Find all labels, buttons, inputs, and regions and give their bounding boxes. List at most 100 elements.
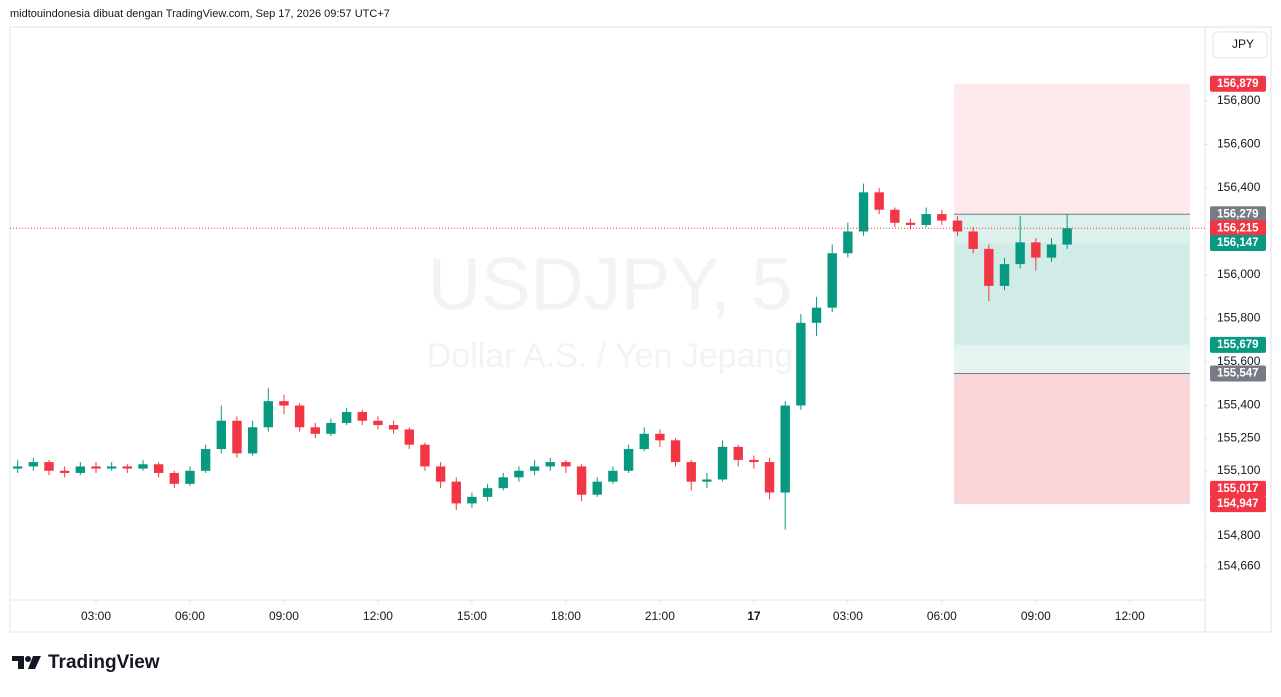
y-tick-label: 154,800 [1217,528,1261,542]
candle-body [749,459,759,463]
candle-body [592,481,602,495]
y-tick-label: 156,400 [1217,180,1261,194]
position-zone [954,83,1190,215]
price-tag [1210,235,1266,252]
candle-body [404,429,414,445]
x-tick-label: 15:00 [457,609,487,623]
price-tag-label: 154,947 [1217,498,1259,510]
candle-body [843,231,853,254]
plot-area [10,83,1205,530]
candle-body [545,462,555,467]
price-tag [1210,206,1266,223]
candle-body [608,470,618,482]
candle-body [373,420,383,426]
price-tag [1210,496,1266,513]
x-tick-label: 09:00 [1021,609,1051,623]
chart-frame [9,26,1272,633]
candle-body [28,462,39,467]
price-tag-label: 156,215 [1217,222,1259,234]
x-tick-label: 06:00 [927,609,957,623]
y-tick-label: 155,600 [1217,354,1261,368]
candle-body [1062,228,1072,245]
watermark: USDJPY, 5 Dollar A.S. / Yen Jepang [427,243,794,375]
candle-body [420,444,430,467]
candle-body [388,425,399,430]
price-tag-label: 155,547 [1217,368,1259,380]
position-zone [954,344,1190,374]
price-tag [1210,480,1266,497]
candle-body [44,462,54,471]
candle-body [858,192,869,232]
candle-body [905,222,916,225]
logo-dot [25,656,31,662]
candle-body [326,422,336,434]
candle-body [232,420,242,454]
candle-body [294,405,305,428]
x-tick-label: 18:00 [551,609,581,623]
x-tick-label: 06:00 [175,609,205,623]
candle-body [200,449,211,471]
position-zone [954,373,1190,505]
x-tick-label: 12:00 [363,609,393,623]
price-tag-label: 155,017 [1217,483,1259,495]
candle-body [106,466,117,469]
candle-body [12,466,23,469]
candle-body [999,264,1010,286]
price-tag [1210,75,1266,92]
candle-body [702,479,712,482]
candle-body [811,307,822,323]
y-tick-label: 154,660 [1217,559,1261,573]
candle-body [764,462,775,493]
candle-body [890,209,900,223]
candle-body [341,412,352,423]
candle-body [310,427,320,434]
candle-body [733,446,743,460]
watermark-symbol: USDJPY, 5 [428,243,793,326]
candle-body [561,462,571,467]
candle-body [498,477,508,489]
y-tick-label: 155,250 [1217,430,1261,444]
price-tag-label: 155,679 [1217,339,1259,351]
candle-body [482,488,493,497]
candle-body [247,427,258,454]
candle-body [968,231,978,249]
candle-body [514,470,524,478]
candle-body [874,192,884,210]
x-tick-label: 21:00 [645,609,675,623]
y-tick-label: 156,800 [1217,93,1261,107]
logo-slash [28,656,41,669]
candle-body [263,401,273,428]
price-tag-label: 156,147 [1217,237,1259,249]
candle-body [686,462,696,482]
candle-body [467,496,477,504]
y-tick-label: 155,800 [1217,311,1261,325]
candle-body [59,470,70,473]
candle-body [279,401,289,406]
y-tick-label: 156,600 [1217,137,1261,151]
candle-body [122,466,133,469]
candle-body [952,220,963,232]
x-tick-label: 12:00 [1115,609,1145,623]
price-tag-label: 156,279 [1217,208,1259,220]
candle-body [1015,242,1025,265]
y-tick-label: 156,000 [1217,267,1261,281]
candle-body [357,412,367,421]
brand-logo: TradingView [12,652,160,673]
logo-mark [12,656,24,669]
candle-body [655,433,665,441]
candle-body [1046,244,1057,258]
currency-label: JPY [1232,37,1254,51]
header: midtouindonesia dibuat dengan TradingVie… [10,8,390,20]
candle-body [185,470,195,484]
currency-button[interactable] [1212,31,1268,59]
candle-body [529,466,540,471]
candle-body [639,433,649,450]
candle-body [1031,242,1041,258]
candle-body [435,466,446,482]
x-tick-label: 09:00 [269,609,299,623]
x-tick-label: 03:00 [833,609,863,623]
candle-body [216,420,227,450]
candle-body [576,466,587,495]
candle-body [451,481,461,504]
